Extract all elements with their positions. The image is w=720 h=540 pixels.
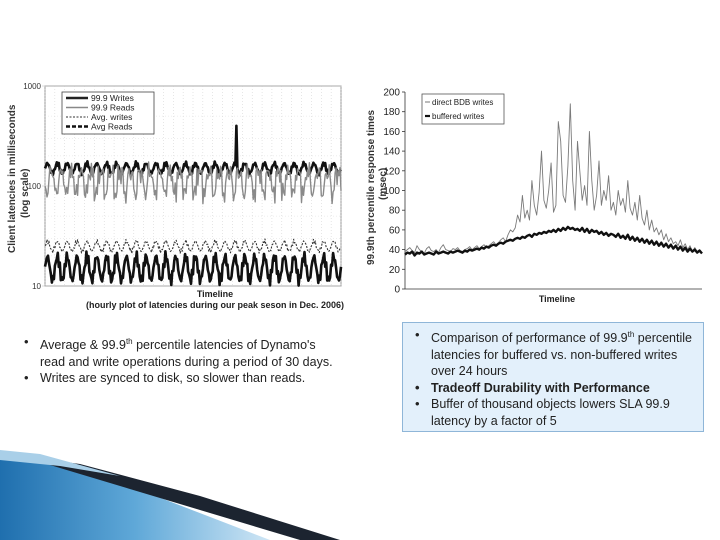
swoosh-dark: [20, 456, 340, 540]
swoosh-light: [0, 450, 120, 476]
bullet-text: percentile latencies of Dynamo's read an…: [40, 338, 333, 369]
left-latency-chart: Client latencies in milliseconds (log sc…: [0, 78, 360, 310]
left-legend-label: 99.9 Writes: [91, 93, 134, 103]
right-y-tick-label: 60: [389, 225, 401, 236]
decorative-swoosh: [0, 450, 340, 540]
right-y-tick-label: 140: [383, 147, 400, 158]
swoosh-blue: [0, 456, 270, 540]
left-y-tick-label: 1000: [23, 82, 41, 91]
left-y-axis-label: Client latencies in milliseconds: [7, 104, 18, 253]
right-y-tick-label: 160: [383, 127, 400, 138]
right-y-tick-label: 100: [383, 186, 400, 197]
left-series-line-2: [44, 238, 341, 254]
right-y-tick-label: 0: [394, 285, 400, 296]
bullet-text: Writes are synced to disk, so slower tha…: [40, 371, 306, 386]
left-series-group: [43, 124, 343, 287]
left-legend-label: 99.9 Reads: [91, 103, 134, 113]
left-y-tick-label: 100: [28, 182, 42, 191]
left-x-axis-label: Timeline: [197, 289, 233, 299]
left-y-axis-sublabel: (log scale): [20, 169, 31, 218]
left-series-line-0: [43, 124, 342, 177]
bullet-text: Tradeoff Durability with Performance: [431, 380, 650, 395]
right-y-axis-sublabel: (msec): [378, 168, 389, 200]
right-response-time-chart: 99.9th percentile response times (msec) …: [362, 80, 714, 310]
left-legend-label: Avg. writes: [91, 112, 132, 122]
right-y-tick-label: 180: [383, 107, 400, 118]
bullet-sup: th: [627, 330, 635, 339]
right-series-group: [404, 103, 703, 257]
left-chart-svg: Client latencies in milliseconds (log sc…: [7, 82, 344, 310]
right-axes: 0 20 40 60 80 100 120 140 160 180 200: [383, 88, 702, 296]
bullet-text: percentile latencies for buffered vs. no…: [431, 331, 692, 379]
bullet-text: Comparison of performance of 99.9: [431, 331, 628, 346]
right-series-line-0: [404, 103, 703, 254]
right-bullet-list: Comparison of performance of 99.9th perc…: [402, 322, 704, 432]
left-y-tick-label: 10: [32, 282, 41, 291]
right-y-tick-label: 120: [383, 166, 400, 177]
left-bullet-item: Writes are synced to disk, so slower tha…: [24, 370, 342, 387]
right-legend-label: buffered writes: [432, 112, 484, 121]
bullet-sup: th: [125, 337, 133, 346]
right-bullet-item: Buffer of thousand objects lowers SLA 99…: [415, 396, 697, 429]
right-bullet-item: Tradeoff Durability with Performance: [415, 380, 697, 397]
left-series-line-3: [43, 250, 343, 287]
right-legend-box: [421, 93, 505, 125]
left-bullet-item: Average & 99.9th percentile latencies of…: [24, 334, 342, 370]
right-y-tick-label: 40: [389, 245, 401, 256]
bullet-text: Buffer of thousand objects lowers SLA 99…: [431, 397, 670, 428]
bullet-text: Average & 99.9: [40, 338, 126, 353]
right-x-axis-label: Timeline: [539, 294, 575, 304]
right-bullet-item: Comparison of performance of 99.9th perc…: [415, 327, 697, 380]
left-series-line-1: [44, 161, 342, 205]
right-y-tick-label: 200: [383, 88, 400, 99]
right-legend-label: direct BDB writes: [432, 98, 493, 107]
left-bullet-list: Average & 99.9th percentile latencies of…: [22, 334, 342, 387]
right-y-axis-label: 99.9th percentile response times: [366, 109, 377, 265]
right-series-line-1: [404, 225, 703, 257]
right-y-tick-label: 80: [389, 206, 401, 217]
right-chart-svg: 99.9th percentile response times (msec) …: [366, 88, 703, 304]
left-legend-label: Avg Reads: [91, 122, 132, 132]
left-x-axis-sublabel: (hourly plot of latencies during our pea…: [86, 300, 344, 310]
right-y-tick-label: 20: [389, 265, 401, 276]
